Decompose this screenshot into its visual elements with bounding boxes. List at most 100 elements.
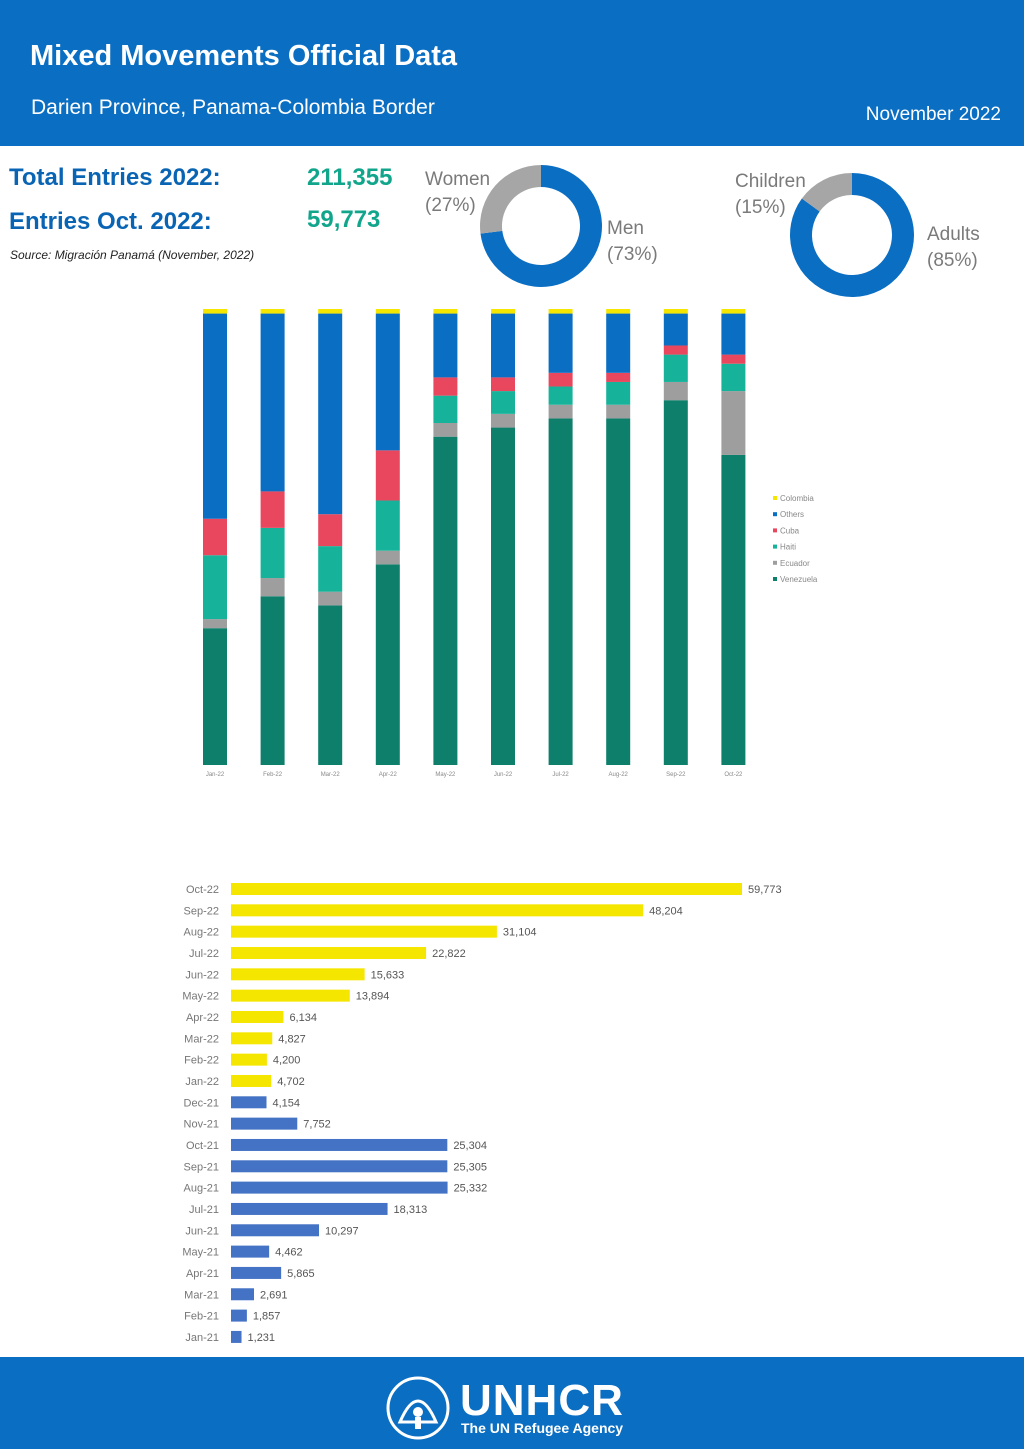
stacked-bar-jan-22-ecuador bbox=[203, 619, 227, 629]
legend-label-cuba: Cuba bbox=[780, 526, 800, 535]
hbar-category-label: Jan-22 bbox=[185, 1076, 219, 1088]
header-banner bbox=[0, 0, 1024, 146]
legend-swatch-cuba bbox=[773, 528, 777, 533]
stacked-bar-aug-22-colombia bbox=[606, 309, 631, 314]
hbar-value-label: 4,200 bbox=[273, 1055, 301, 1067]
x-tick-label: Feb-22 bbox=[263, 772, 283, 778]
stacked-bar-sep-22-venezuela bbox=[663, 400, 688, 765]
hbar-value-label: 7,752 bbox=[303, 1119, 331, 1131]
stacked-bar-sep-22-colombia bbox=[663, 309, 688, 314]
hbar-value-label: 1,231 bbox=[248, 1332, 276, 1344]
hbar-jul-22 bbox=[231, 946, 427, 959]
stacked-bar-sep-22-haiti bbox=[663, 354, 688, 382]
stacked-bar-aug-22-ecuador bbox=[606, 404, 631, 419]
stacked-bar-jul-22-colombia bbox=[548, 309, 573, 314]
x-tick-label: Aug-22 bbox=[609, 772, 629, 778]
hbar-mar-22 bbox=[231, 1032, 273, 1045]
children-pct: (15%) bbox=[735, 197, 786, 218]
stacked-bar-oct-22-colombia bbox=[721, 309, 746, 314]
stacked-bar-apr-22-venezuela bbox=[375, 564, 400, 765]
hbar-category-label: Mar-21 bbox=[184, 1289, 219, 1301]
hbar-category-label: May-21 bbox=[182, 1247, 219, 1259]
hbar-value-label: 4,702 bbox=[277, 1076, 305, 1088]
legend-swatch-ecuador bbox=[773, 560, 777, 565]
hbar-aug-21 bbox=[231, 1181, 448, 1194]
hbar-category-label: Dec-21 bbox=[184, 1097, 219, 1109]
unhcr-logo-subtitle: The UN Refugee Agency bbox=[461, 1420, 624, 1436]
total-entries-label: Total Entries 2022: bbox=[9, 164, 221, 191]
stacked-bar-mar-22-others bbox=[318, 313, 343, 515]
stacked-bar-may-22-cuba bbox=[433, 377, 458, 396]
gender-donut-slice-women bbox=[480, 165, 541, 234]
legend-label-haiti: Haiti bbox=[780, 543, 796, 552]
stacked-bar-jul-22-cuba bbox=[548, 372, 573, 387]
hbar-category-label: Jul-21 bbox=[189, 1204, 219, 1216]
adults-pct: (85%) bbox=[927, 250, 978, 271]
men-label: Men bbox=[607, 218, 644, 239]
stacked-bar-oct-22-venezuela bbox=[721, 454, 746, 765]
hbar-category-label: Feb-22 bbox=[184, 1055, 219, 1067]
hbar-value-label: 25,332 bbox=[454, 1183, 488, 1195]
x-tick-label: Jul-22 bbox=[552, 772, 569, 778]
hbar-value-label: 18,313 bbox=[394, 1204, 428, 1216]
women-pct: (27%) bbox=[425, 195, 476, 216]
stacked-bar-jan-22-cuba bbox=[203, 518, 227, 556]
stacked-bar-feb-22-colombia bbox=[260, 309, 285, 314]
hbar-category-label: Jan-21 bbox=[185, 1332, 219, 1344]
hbar-dec-21 bbox=[231, 1096, 267, 1109]
stacked-bar-aug-22-others bbox=[606, 313, 631, 373]
hbar-value-label: 5,865 bbox=[287, 1268, 315, 1280]
x-tick-label: May-22 bbox=[435, 772, 456, 778]
hbar-category-label: Oct-22 bbox=[186, 884, 219, 896]
hbar-value-label: 10,297 bbox=[325, 1225, 359, 1237]
hbar-jun-21 bbox=[231, 1224, 320, 1237]
stacked-bar-jun-22-others bbox=[491, 313, 515, 378]
stacked-bar-oct-22-cuba bbox=[721, 354, 746, 364]
x-tick-label: Apr-22 bbox=[379, 772, 398, 778]
hbar-value-label: 13,894 bbox=[356, 991, 390, 1003]
stacked-bar-aug-22-venezuela bbox=[606, 418, 631, 765]
page-subtitle: Darien Province, Panama-Colombia Border bbox=[31, 96, 435, 119]
stacked-bar-oct-22-ecuador bbox=[721, 391, 746, 455]
legend-swatch-colombia bbox=[773, 496, 777, 500]
hbar-may-22 bbox=[231, 989, 350, 1002]
stacked-bar-jun-22-colombia bbox=[491, 309, 515, 314]
hbar-value-label: 59,773 bbox=[748, 884, 782, 896]
hbar-value-label: 25,305 bbox=[453, 1161, 487, 1173]
stacked-bar-jun-22-ecuador bbox=[491, 413, 515, 428]
hbar-value-label: 4,827 bbox=[278, 1033, 306, 1045]
x-tick-label: Jun-22 bbox=[494, 772, 513, 778]
stacked-bar-apr-22-ecuador bbox=[375, 550, 400, 565]
hbar-value-label: 1,857 bbox=[253, 1311, 281, 1323]
hbar-aug-22 bbox=[231, 925, 497, 938]
age-donut-slice-adults bbox=[790, 173, 914, 297]
stacked-bar-jan-22-others bbox=[203, 313, 227, 519]
stacked-bar-feb-22-haiti bbox=[260, 527, 285, 579]
page-title: Mixed Movements Official Data bbox=[30, 40, 458, 72]
stacked-bar-may-22-others bbox=[433, 313, 458, 378]
hbar-jul-21 bbox=[231, 1202, 388, 1215]
stacked-bar-feb-22-cuba bbox=[260, 491, 285, 528]
hbar-sep-21 bbox=[231, 1160, 448, 1173]
stacked-bar-jul-22-haiti bbox=[548, 386, 573, 405]
stacked-bar-mar-22-colombia bbox=[318, 309, 343, 314]
stacked-bar-jul-22-others bbox=[548, 313, 573, 373]
stacked-bar-mar-22-venezuela bbox=[318, 605, 343, 765]
stacked-bar-sep-22-others bbox=[663, 313, 688, 346]
legend-label-colombia: Colombia bbox=[780, 494, 814, 503]
hbar-jan-21 bbox=[231, 1330, 242, 1343]
stacked-bar-apr-22-others bbox=[375, 313, 400, 451]
hbar-mar-21 bbox=[231, 1288, 255, 1301]
hbar-feb-22 bbox=[231, 1053, 267, 1066]
hbar-apr-22 bbox=[231, 1010, 284, 1023]
stacked-bar-may-22-haiti bbox=[433, 395, 458, 423]
hbar-category-label: Apr-21 bbox=[186, 1268, 219, 1280]
source-note: Source: Migración Panamá (November, 2022… bbox=[10, 248, 255, 262]
stacked-bar-feb-22-ecuador bbox=[260, 578, 285, 597]
x-tick-label: Jan-22 bbox=[206, 772, 225, 778]
children-label: Children bbox=[735, 171, 806, 192]
stacked-bar-apr-22-haiti bbox=[375, 500, 400, 551]
oct-entries-value: 59,773 bbox=[307, 206, 381, 233]
hbar-category-label: Apr-22 bbox=[186, 1012, 219, 1024]
legend-swatch-haiti bbox=[773, 544, 777, 549]
